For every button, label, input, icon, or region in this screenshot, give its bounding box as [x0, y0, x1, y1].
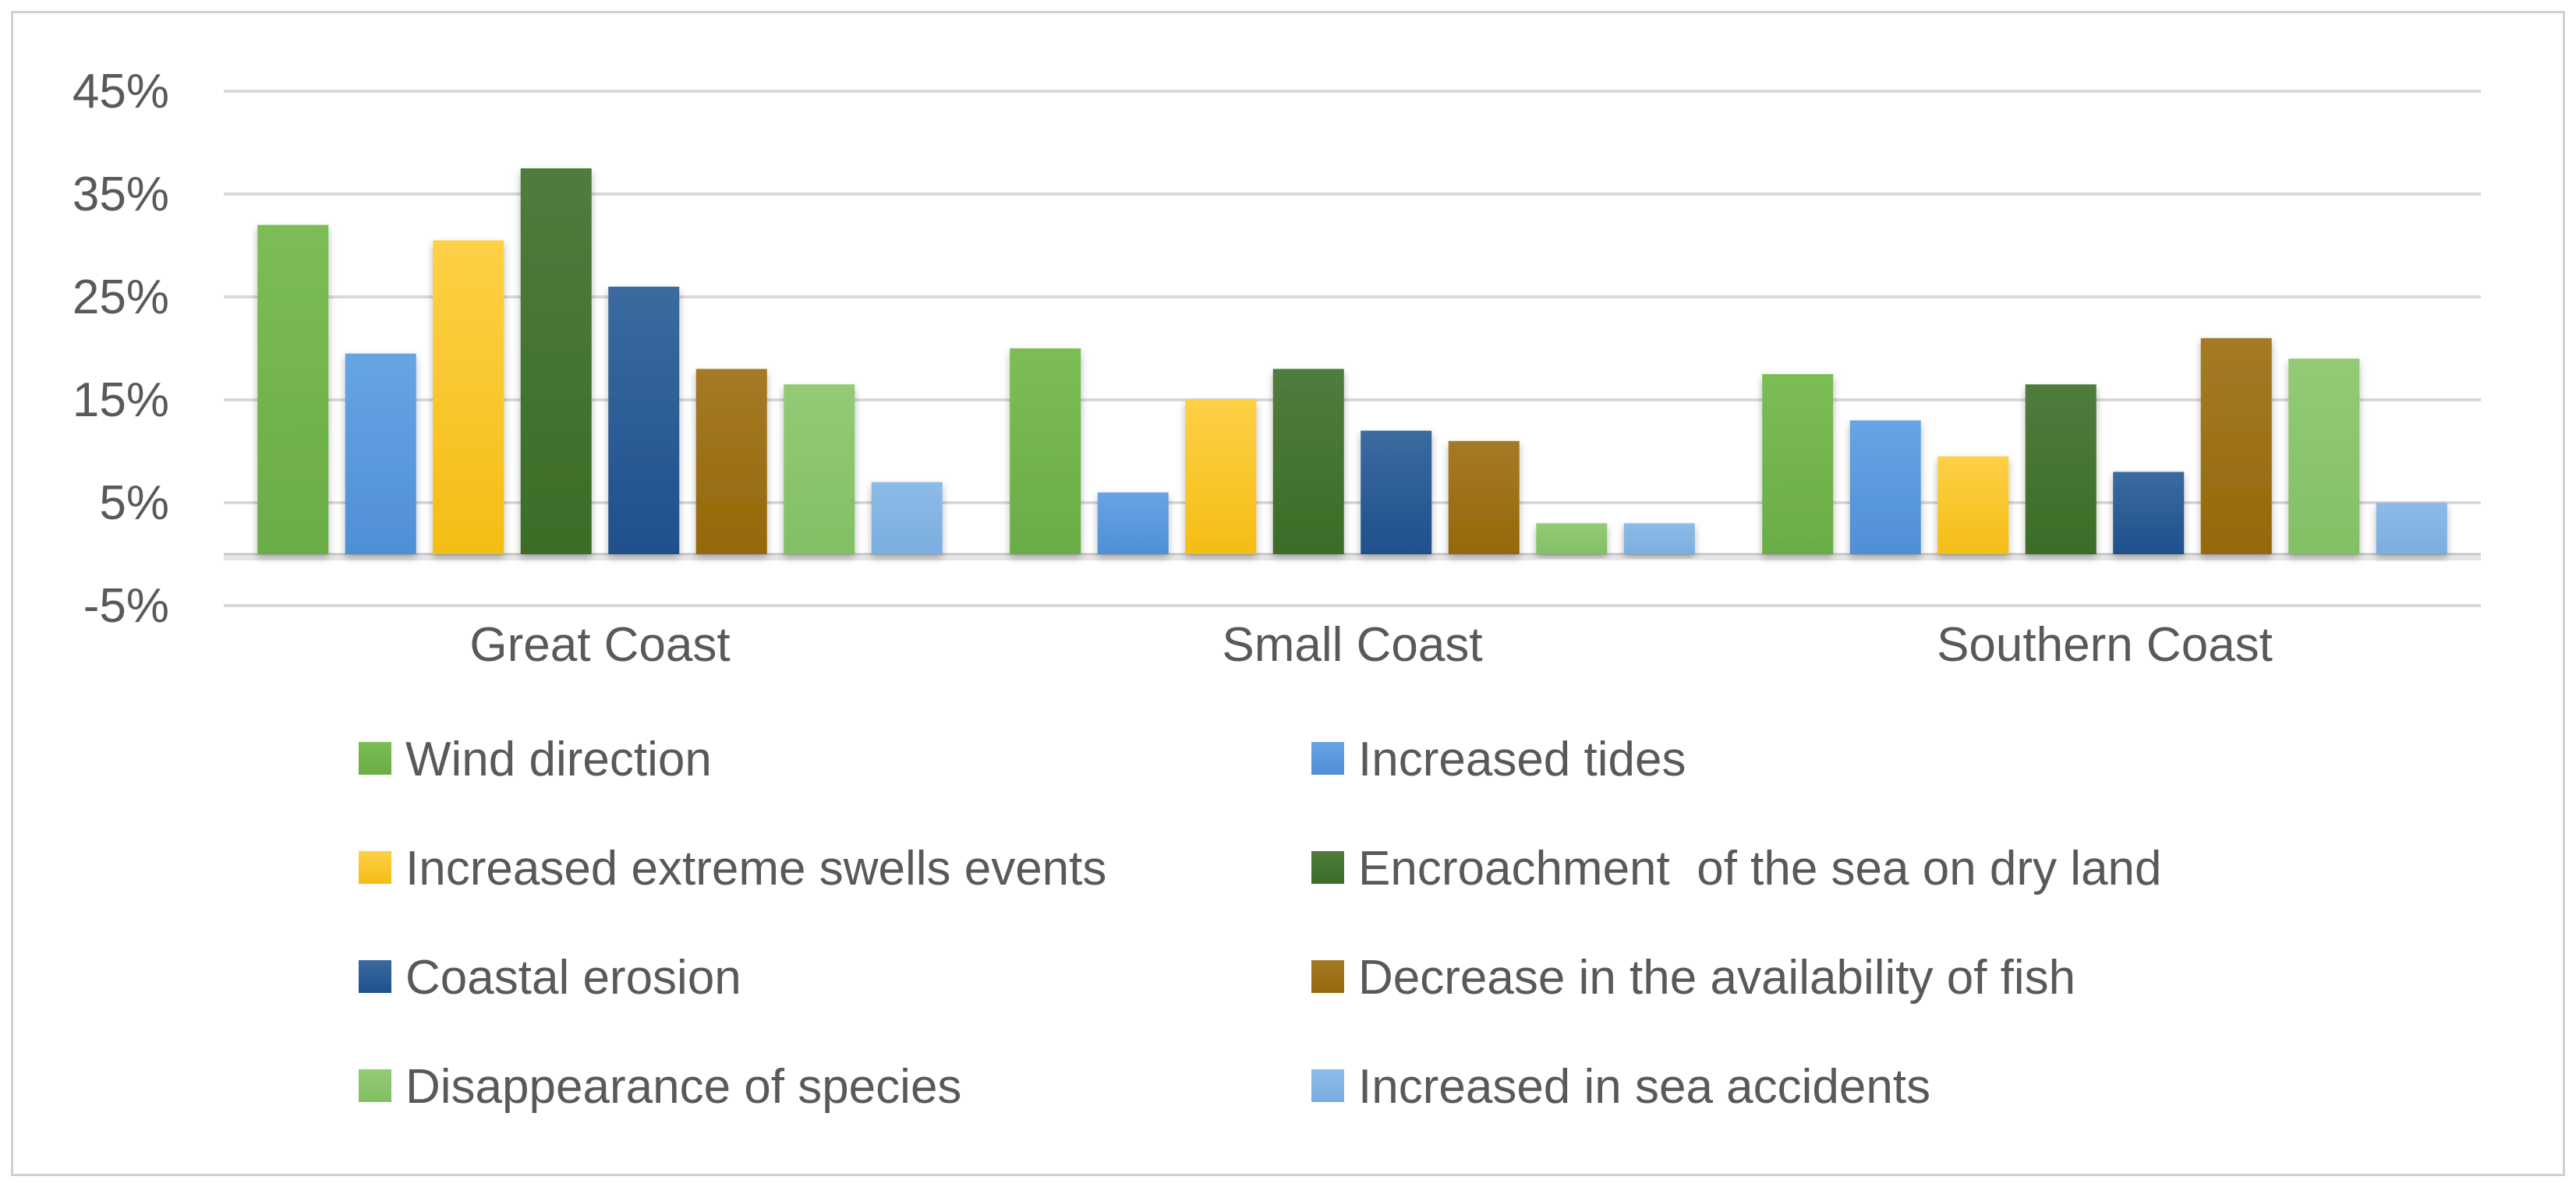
bar-1-3 [1272, 369, 1344, 554]
bar-0-4 [608, 286, 680, 554]
legend-label: Decrease in the availability of fish [1358, 951, 2075, 1005]
bar-0-1 [345, 353, 416, 554]
y-tick-label: 5% [99, 476, 169, 530]
legend-label: Increased tides [1358, 733, 1686, 786]
legend-label: Wind direction [405, 733, 712, 786]
legend-label: Disappearance of species [405, 1060, 961, 1114]
legend-label: Encroachment of the sea on dry land [1358, 842, 2162, 896]
legend-swatch [1311, 960, 1344, 993]
bar-2-3 [2025, 384, 2097, 554]
legend-swatch [1311, 1069, 1344, 1102]
legend-swatch [359, 960, 391, 993]
legend-label: Increased in sea accidents [1358, 1060, 1930, 1114]
y-tick-label: 15% [73, 373, 169, 427]
bar-2-7 [2376, 503, 2447, 554]
bar-0-2 [433, 240, 504, 554]
bar-1-4 [1361, 430, 1432, 554]
legend-swatch [359, 1069, 391, 1102]
bar-chart: 45% 35% 25% 15% 5% -5% Great Coast Small Coast… [73, 65, 2481, 1114]
bar-1-5 [1448, 440, 1520, 554]
bar-0-0 [257, 224, 329, 554]
chart-frame: 45% 35% 25% 15% 5% -5% Great Coast Small Coast… [11, 11, 2565, 1176]
category-label: Southern Coast [1937, 618, 2273, 672]
bar-2-2 [1937, 456, 2009, 554]
bar-1-0 [1010, 348, 1081, 554]
bar-1-6 [1536, 523, 1608, 554]
legend-swatch [359, 742, 391, 775]
x-axis-categories: Great Coast Small Coast Southern Coast [469, 618, 2273, 672]
bar-2-4 [2113, 472, 2185, 554]
y-tick-label: 45% [73, 65, 169, 118]
bar-0-3 [520, 168, 592, 554]
bar-2-5 [2200, 337, 2272, 554]
legend-label: Increased extreme swells events [405, 842, 1106, 896]
bar-1-1 [1097, 492, 1169, 554]
legend: Wind direction Increased tides Increased e… [359, 733, 2162, 1114]
bar-2-0 [1762, 374, 1834, 554]
y-tick-label: -5% [83, 579, 169, 633]
legend-swatch [359, 851, 391, 884]
bar-1-2 [1185, 400, 1257, 554]
category-label: Small Coast [1222, 618, 1482, 672]
bar-0-7 [871, 482, 943, 554]
bar-0-6 [784, 384, 855, 554]
y-axis-ticks: 45% 35% 25% 15% 5% -5% [73, 65, 169, 633]
y-tick-label: 25% [73, 270, 169, 324]
legend-swatch [1311, 742, 1344, 775]
bar-1-7 [1623, 523, 1695, 554]
bars [257, 168, 2447, 554]
bar-0-5 [695, 369, 767, 554]
bar-2-6 [2288, 359, 2360, 554]
y-tick-label: 35% [73, 168, 169, 221]
gridlines [224, 90, 2481, 607]
bar-2-1 [1849, 420, 1921, 554]
category-label: Great Coast [469, 618, 730, 672]
legend-label: Coastal erosion [405, 951, 741, 1005]
legend-swatch [1311, 851, 1344, 884]
